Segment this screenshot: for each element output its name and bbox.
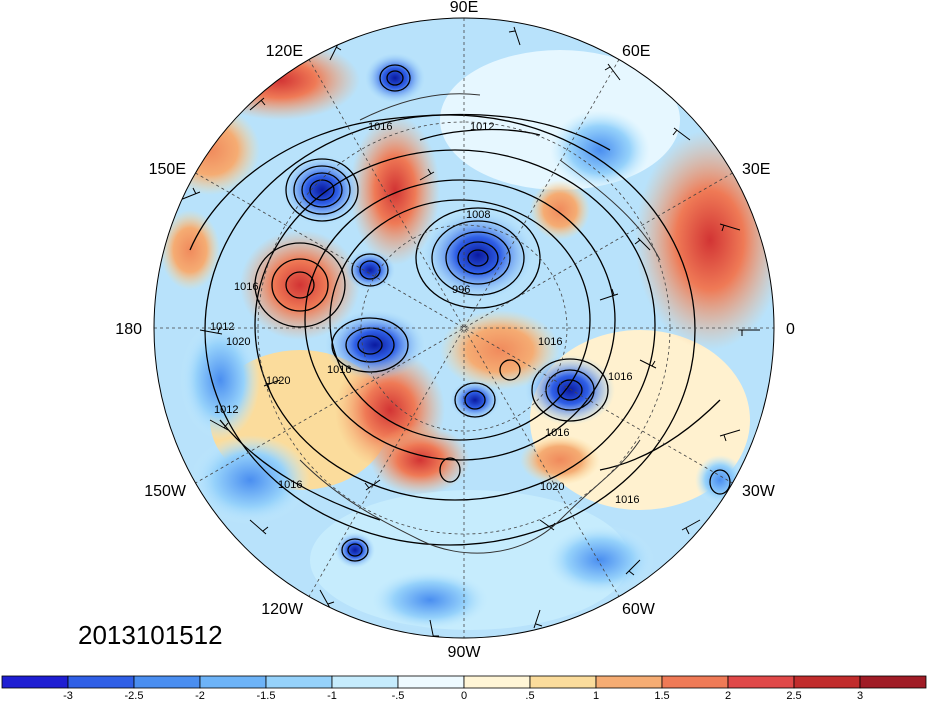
lon-label-60w: 60W xyxy=(622,601,656,618)
colorbar-tick-label: -3 xyxy=(63,690,73,702)
colorbar-tick-label: -2.5 xyxy=(125,690,144,702)
contour-label: 1020 xyxy=(540,481,564,493)
colorbar-swatch xyxy=(199,675,267,689)
lon-label-90e: 90E xyxy=(450,0,478,16)
lon-label-120w: 120W xyxy=(261,601,304,618)
colorbar-tick-label: 0 xyxy=(461,690,467,702)
colorbar-tick-label: 1.5 xyxy=(654,690,669,702)
lon-label-150e: 150E xyxy=(149,161,186,178)
lon-label-30e: 30E xyxy=(742,161,770,178)
contour-label: 1016 xyxy=(368,121,392,133)
lon-label-90w: 90W xyxy=(448,644,482,661)
timestamp-label: 2013101512 xyxy=(78,620,223,650)
colorbar-tick-label: .5 xyxy=(525,690,534,702)
isobar-contours xyxy=(189,64,731,562)
longitude-labels: 90E 60E 30E 0 30W 60W 90W 120W 150W 180 … xyxy=(115,0,795,661)
lon-label-30w: 30W xyxy=(742,483,776,500)
contour-label: 1012 xyxy=(470,121,494,133)
colorbar-swatch xyxy=(463,675,531,689)
lon-label-150w: 150W xyxy=(144,483,187,500)
colorbar-tick-label: 2.5 xyxy=(786,690,801,702)
lon-label-0: 0 xyxy=(786,321,795,338)
colorbar-swatch xyxy=(859,675,927,689)
globe-boundary xyxy=(153,17,775,639)
colorbar-tick-label: -2 xyxy=(195,690,205,702)
colorbar-swatch xyxy=(265,675,333,689)
colorbar-swatch xyxy=(661,675,729,689)
contour-label: 1020 xyxy=(226,336,250,348)
anomaly-field xyxy=(154,18,774,638)
graticule xyxy=(154,18,774,638)
contour-label: 1012 xyxy=(214,404,238,416)
contour-label: 996 xyxy=(452,284,470,296)
colorbar-swatch xyxy=(793,675,861,689)
contour-label: 1012 xyxy=(210,321,234,333)
contour-label: 1016 xyxy=(608,371,632,383)
colorbar-tick-label: 3 xyxy=(857,690,863,702)
colorbar-swatch xyxy=(529,675,597,689)
contour-label: 1016 xyxy=(545,427,569,439)
colorbar-tick-label: -1 xyxy=(327,690,337,702)
colorbar: -3 -2.5 -2 -1.5 -1 -.5 0 .5 1 1.5 2 2.5 3 xyxy=(1,675,927,702)
coastline xyxy=(299,93,661,554)
colorbar-tick-label: 2 xyxy=(725,690,731,702)
lon-label-60e: 60E xyxy=(622,43,650,60)
contour-label: 1016 xyxy=(538,336,562,348)
colorbar-tick-label: 1 xyxy=(593,690,599,702)
colorbar-tick-label: -1.5 xyxy=(257,690,276,702)
colorbar-swatch xyxy=(1,675,69,689)
wind-barbs xyxy=(179,26,760,638)
colorbar-swatch xyxy=(67,675,135,689)
colorbar-swatch xyxy=(727,675,795,689)
colorbar-swatch xyxy=(397,675,465,689)
colorbar-swatch xyxy=(133,675,201,689)
contour-labels: 1016 1012 1008 996 1016 1012 1020 1016 1… xyxy=(210,121,639,506)
lon-label-180: 180 xyxy=(115,321,142,338)
contour-label: 1020 xyxy=(266,375,290,387)
colorbar-swatch xyxy=(595,675,663,689)
contour-label: 1016 xyxy=(615,494,639,506)
contour-label: 1016 xyxy=(278,479,302,491)
lon-label-120e: 120E xyxy=(266,43,303,60)
contour-label: 1008 xyxy=(466,209,490,221)
colorbar-tick-label: -.5 xyxy=(392,690,405,702)
contour-label: 1016 xyxy=(234,281,258,293)
contour-label: 1016 xyxy=(327,364,351,376)
colorbar-swatch xyxy=(331,675,399,689)
